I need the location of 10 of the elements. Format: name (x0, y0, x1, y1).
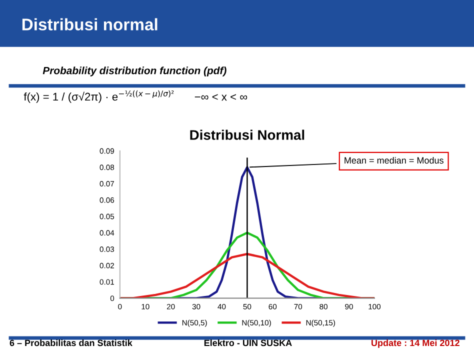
text: Update : 14 Mei 2012 (372, 339, 460, 348)
text: Probability distribution function (pdf) (42, 66, 226, 76)
line-series (120, 252, 374, 298)
text: 6 – Probabilitas dan Statistik (10, 339, 132, 346)
text: f(x) = 1 / (σ√2π) · e$^{−½((x−μ)/σ)²}$ (24, 90, 174, 103)
annotation: Mean = median = Modus (344, 156, 444, 164)
text: Distribusi normal (22, 18, 158, 30)
text: Elektro - UIN SUSKA (204, 339, 292, 346)
text: −∞ < x < ∞ (194, 94, 248, 101)
chart-title: Distribusi Normal (190, 130, 304, 140)
